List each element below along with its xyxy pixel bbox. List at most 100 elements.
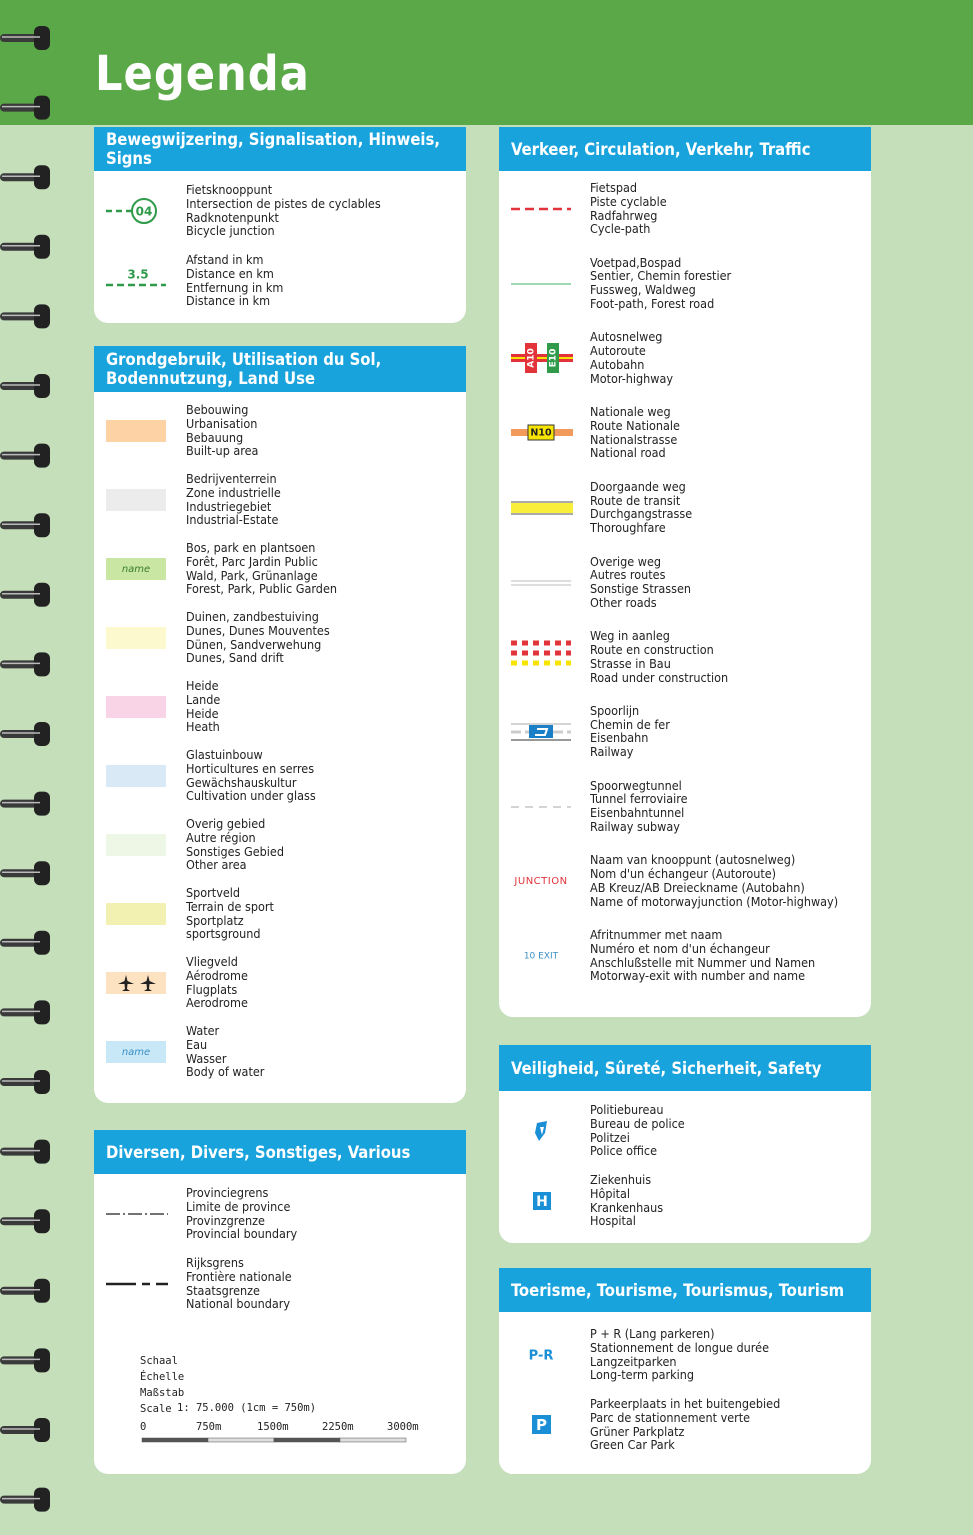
legend-symbol: 10 EXIT bbox=[524, 952, 559, 962]
legend-line: Flugplats bbox=[186, 981, 238, 997]
legend-item: Vliegveld Aérodrome Flugplats Aerodrome bbox=[94, 955, 466, 1011]
legend-text: Nationale weg Route Nationale Nationalstra… bbox=[590, 405, 680, 460]
legend-line: Numéro et nom d'un échangeur bbox=[590, 940, 770, 956]
scale-tick: 0 bbox=[140, 1421, 147, 1433]
ring-hole bbox=[34, 513, 50, 538]
symbol-text: N10 bbox=[530, 428, 552, 439]
legend-line: Autobahn bbox=[590, 356, 645, 372]
legend-line: Green Car Park bbox=[590, 1437, 675, 1453]
scale-segment bbox=[339, 1437, 407, 1443]
symbol-swatch bbox=[106, 765, 166, 787]
legend-line: Glastuinbouw bbox=[186, 747, 263, 762]
legend-line: Thoroughfare bbox=[590, 520, 666, 536]
legend-line: Afstand in km bbox=[186, 252, 264, 267]
legend-item: name Water Eau Wasser Body of water bbox=[94, 1024, 466, 1080]
symbol-swatch bbox=[106, 627, 166, 649]
legend-line: Heide bbox=[186, 678, 219, 693]
legend-item: Voetpad,Bospad Sentier, Chemin forestier F… bbox=[499, 255, 871, 312]
legend-text: Politiebureau Bureau de police Politzei Pol… bbox=[590, 1103, 685, 1158]
legend-item: H Ziekenhuis Hôpital Krankenhaus Hospital bbox=[499, 1173, 871, 1229]
legend-line: Industrial-Estate bbox=[186, 512, 279, 528]
legend-line: Langzeitparken bbox=[590, 1353, 677, 1369]
legend-line: Police office bbox=[590, 1143, 657, 1159]
symbol-swatch bbox=[106, 834, 166, 856]
legend-symbol bbox=[106, 765, 166, 787]
legend-symbol bbox=[106, 627, 166, 649]
legend-line: Hospital bbox=[590, 1213, 636, 1229]
legend-text: Rijksgrens Frontière nationale Staatsgrenz… bbox=[186, 1256, 292, 1311]
legend-line: Anschlußstelle mit Nummer und Namen bbox=[590, 954, 816, 970]
legend-line: Eau bbox=[186, 1036, 208, 1052]
legend-line: Overige weg bbox=[590, 553, 662, 569]
legend-symbol bbox=[511, 640, 571, 666]
symbol-text: name bbox=[122, 1047, 150, 1058]
legend-text: Bedrijventerrein Zone industrielle Industr… bbox=[186, 472, 281, 527]
legend-line: Doorgaande weg bbox=[590, 478, 686, 494]
symbol-text: P bbox=[536, 1416, 547, 1434]
legend-line: Radknotenpunkt bbox=[186, 209, 279, 225]
legend-text: Fietspad Piste cyclable Radfahrweg Cycle-pa… bbox=[590, 181, 667, 236]
legend-text: Provinciegrens Limite de province Provinzg… bbox=[186, 1186, 297, 1241]
ring-hole bbox=[34, 1000, 50, 1025]
legend-line: Railway subway bbox=[590, 818, 680, 834]
symbol-swatch bbox=[106, 558, 166, 580]
symbol-text: H bbox=[536, 1194, 548, 1210]
legend-line: Staatsgrenze bbox=[186, 1282, 260, 1298]
ring-hole bbox=[34, 791, 50, 816]
legend-item: Fietspad Piste cyclable Radfahrweg Cycle-pa… bbox=[499, 181, 871, 237]
plane-icon bbox=[118, 975, 134, 991]
ring-hole bbox=[34, 374, 50, 398]
legend-line: Politzei bbox=[590, 1129, 630, 1145]
legend-line: Body of water bbox=[186, 1064, 265, 1080]
legend-line: Durchgangstrasse bbox=[590, 506, 693, 522]
legend-item: A10 E10 Autosnelweg Autoroute Autobahn Motor-… bbox=[499, 330, 871, 386]
legend-symbol: name bbox=[106, 558, 166, 580]
section-title: Bodennutzung, Land Use bbox=[106, 369, 316, 388]
legend-line: Nationale weg bbox=[590, 404, 671, 420]
scale-segment bbox=[141, 1437, 209, 1443]
legend-line: Entfernung in km bbox=[186, 279, 284, 295]
legend-line: Built-up area bbox=[186, 443, 259, 459]
legend-item: P-R P + R (Lang parkeren) Stationnement de… bbox=[499, 1327, 871, 1383]
legend-line: Dunes, Dunes Mouventes bbox=[186, 622, 330, 638]
scale-bar bbox=[141, 1437, 407, 1443]
symbol-text: 10 EXIT bbox=[524, 952, 559, 962]
legend-line: Sportplatz bbox=[186, 912, 244, 928]
legend-line: Parc de stationnement verte bbox=[590, 1409, 751, 1425]
legend-item: Sportveld Terrain de sport Sportplatz sport… bbox=[94, 886, 466, 942]
ring-hole bbox=[34, 1348, 50, 1373]
legend-text: P + R (Lang parkeren) Stationnement de lo… bbox=[590, 1327, 769, 1382]
scale-segment bbox=[273, 1437, 341, 1443]
legend-line: Hôpital bbox=[590, 1185, 631, 1201]
legend-symbol: N10 bbox=[511, 424, 573, 441]
scale-tick: 1500m bbox=[257, 1421, 289, 1433]
ring-hole bbox=[34, 95, 50, 120]
legend-text: Vliegveld Aérodrome Flugplats Aerodrome bbox=[186, 955, 248, 1010]
legend-line: Route en construction bbox=[590, 641, 714, 657]
legend-line: Autoroute bbox=[590, 343, 646, 359]
legend-section: Verkeer, Circulation, Verkehr, Traffic Fi… bbox=[499, 127, 871, 1017]
legend-line: Motor-highway bbox=[590, 370, 674, 386]
legend-line: Wald, Park, Grünanlage bbox=[186, 567, 318, 583]
legend-item: Provinciegrens Limite de province Provinzg… bbox=[94, 1186, 466, 1242]
header-bar bbox=[0, 0, 973, 125]
legend-line: P + R (Lang parkeren) bbox=[590, 1326, 715, 1341]
legend-line: Strasse in Bau bbox=[590, 655, 671, 671]
symbol-swatch bbox=[106, 903, 166, 925]
legend-text: Afstand in km Distance en km Entfernung in… bbox=[186, 253, 283, 308]
legend-section: Bewegwijzering, Signalisation, Hinweis, … bbox=[94, 127, 466, 323]
legend-item: Overig gebied Autre région Sonstiges Gebie… bbox=[94, 817, 466, 873]
ring-hole bbox=[34, 930, 50, 955]
legend-line: Aerodrome bbox=[186, 995, 248, 1011]
legend-line: Horticultures en serres bbox=[186, 760, 315, 776]
legend-line: Other area bbox=[186, 857, 247, 873]
symbol-text: A10 bbox=[527, 349, 537, 369]
ring-hole bbox=[34, 722, 50, 746]
legend-text: Spoorwegtunnel Tunnel ferroviaire Eisenbah… bbox=[590, 778, 688, 834]
legend-line: Duinen, zandbestuiving bbox=[186, 609, 319, 624]
symbol-swatch bbox=[106, 1041, 166, 1063]
legend-line: Overig gebied bbox=[186, 816, 266, 831]
legend-line: Bos, park en plantsoen bbox=[186, 540, 316, 555]
legend-line: Fietsknooppunt bbox=[186, 182, 273, 197]
legend-section: Diversen, Divers, Sonstiges, Various Prov… bbox=[94, 1130, 466, 1474]
